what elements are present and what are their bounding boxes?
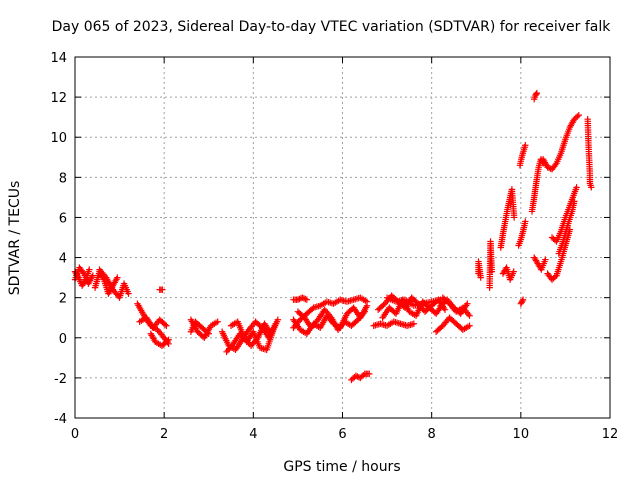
data-point — [161, 321, 169, 328]
data-point — [477, 274, 484, 281]
x-tick-label: 6 — [338, 427, 346, 442]
data-point — [588, 184, 595, 191]
x-tick-label: 12 — [602, 427, 619, 442]
data-point — [544, 164, 551, 171]
y-tick-label: -4 — [54, 412, 67, 427]
data-point — [299, 294, 306, 301]
y-tick-label: 10 — [50, 131, 67, 146]
grid-lines — [75, 57, 610, 418]
data-point — [464, 300, 471, 307]
data-point — [164, 337, 171, 345]
data-point — [466, 312, 473, 319]
data-point — [86, 266, 93, 273]
data-point — [355, 374, 363, 381]
y-tick-label: 8 — [59, 171, 67, 186]
data-point — [571, 198, 578, 205]
data-point — [360, 372, 367, 379]
data-point — [214, 318, 221, 325]
data-point — [551, 273, 559, 281]
plot-frame — [74, 56, 611, 419]
data-point — [303, 296, 311, 303]
data-point — [552, 161, 559, 168]
data-point — [267, 330, 275, 337]
data-point — [542, 256, 549, 263]
data-point — [300, 295, 308, 302]
y-tick-label: 4 — [59, 252, 67, 267]
data-point — [510, 268, 517, 275]
data-points — [71, 89, 595, 384]
data-point — [204, 329, 211, 336]
y-tick-label: 14 — [50, 51, 67, 66]
x-tick-label: 2 — [160, 427, 168, 442]
data-point — [125, 290, 132, 297]
data-point — [533, 90, 540, 98]
data-point — [165, 336, 172, 343]
data-point — [205, 330, 212, 337]
data-point — [361, 308, 368, 315]
data-point — [366, 370, 373, 378]
data-point — [441, 306, 449, 313]
data-point — [522, 142, 529, 149]
data-point — [274, 316, 282, 323]
data-point — [410, 320, 418, 327]
y-tick-label: 6 — [59, 211, 67, 226]
data-point — [79, 268, 87, 276]
y-tick-label: -2 — [54, 372, 67, 387]
data-point — [114, 274, 121, 281]
data-point — [510, 214, 518, 221]
data-point — [302, 295, 309, 303]
data-point — [352, 372, 360, 380]
data-point — [163, 322, 170, 329]
data-point — [466, 322, 473, 329]
x-tick-label: 10 — [513, 427, 530, 442]
data-point — [363, 302, 371, 309]
data-point — [296, 295, 303, 303]
data-point — [522, 218, 529, 225]
x-tick-label: 4 — [249, 427, 257, 442]
data-point — [294, 296, 302, 303]
y-tick-label: 12 — [50, 91, 67, 106]
data-point — [519, 296, 527, 303]
data-point — [575, 111, 582, 119]
data-point — [488, 268, 496, 275]
x-tick-label: 8 — [428, 427, 436, 442]
data-point — [519, 297, 526, 305]
data-point — [573, 184, 580, 191]
x-axis-label: GPS time / hours — [283, 459, 400, 475]
data-point — [159, 286, 166, 293]
x-tick-label: 0 — [71, 427, 79, 442]
axis-ticks: 0 2 4 6 8 10 12 -4 -2 0 2 4 6 8 10 12 14 — [50, 51, 618, 442]
data-point — [89, 272, 97, 279]
y-tick-label: 2 — [59, 292, 67, 307]
chart-title: Day 065 of 2023, Sidereal Day-to-day VTE… — [52, 19, 612, 35]
data-point — [533, 89, 541, 97]
y-axis-label: SDTVAR / TECUs — [7, 181, 23, 296]
data-point — [574, 113, 581, 120]
y-tick-label: 0 — [59, 332, 67, 347]
